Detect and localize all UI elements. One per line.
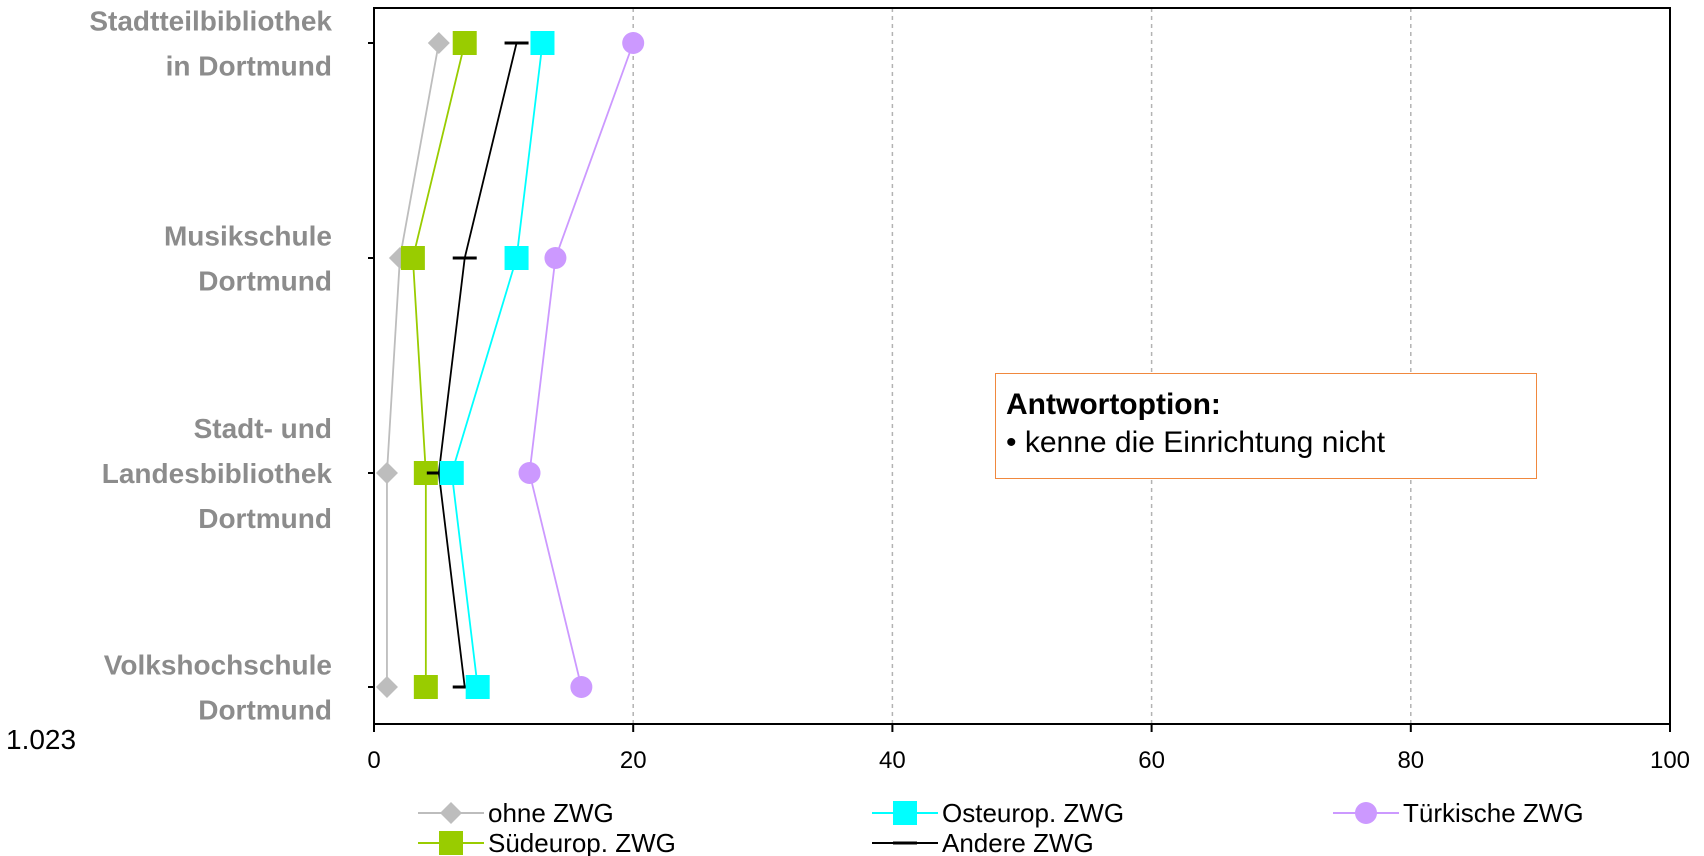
series-andere-zwg bbox=[426, 41, 529, 689]
legend-label: ohne ZWG bbox=[488, 798, 614, 828]
category-label: Musikschule Dortmund bbox=[164, 221, 332, 297]
data-point bbox=[465, 675, 490, 699]
data-point bbox=[570, 676, 593, 698]
x-tick-label: 80 bbox=[1397, 747, 1424, 774]
legend-swatch-marker bbox=[440, 802, 462, 824]
series-ohne-zwg bbox=[375, 32, 450, 698]
series-line bbox=[528, 42, 635, 688]
x-tick-label: 60 bbox=[1138, 747, 1165, 774]
series-line bbox=[437, 42, 518, 688]
series-line bbox=[411, 42, 466, 687]
category-label: Volkshochschule Dortmund bbox=[104, 650, 332, 726]
legend-label: Türkische ZWG bbox=[1403, 798, 1584, 828]
series-osteurop-zwg bbox=[439, 31, 555, 699]
legend-label: Osteurop. ZWG bbox=[942, 798, 1124, 828]
series-t-rkische-zwg bbox=[518, 32, 645, 698]
plot-area bbox=[373, 7, 1671, 725]
category-label: Stadt- und Landesbibliothek Dortmund bbox=[102, 413, 333, 534]
footnote: 1.023 bbox=[6, 724, 77, 755]
series-line bbox=[386, 42, 440, 687]
series-s-deurop-zwg bbox=[400, 31, 477, 699]
data-point bbox=[504, 246, 529, 270]
legend-swatch-marker bbox=[439, 831, 463, 855]
x-tick-label: 40 bbox=[879, 747, 906, 774]
annotation-title: Antwortoption: bbox=[1006, 388, 1221, 421]
data-point bbox=[375, 462, 398, 484]
legend-label: Andere ZWG bbox=[942, 828, 1094, 856]
legend-swatch-marker bbox=[1355, 802, 1377, 824]
legend-item: Südeurop. ZWG bbox=[418, 828, 676, 856]
data-point bbox=[400, 246, 425, 270]
data-point bbox=[544, 247, 567, 269]
data-point bbox=[439, 461, 464, 485]
legend-item: Osteurop. ZWG bbox=[872, 798, 1124, 828]
legend-label: Südeurop. ZWG bbox=[488, 828, 676, 856]
series-line bbox=[450, 42, 544, 688]
legend-item: Andere ZWG bbox=[872, 828, 1094, 856]
data-point bbox=[413, 675, 438, 699]
data-point bbox=[427, 32, 450, 54]
x-tick-label: 20 bbox=[620, 747, 647, 774]
legend-item: Türkische ZWG bbox=[1333, 798, 1584, 828]
legend-item: ohne ZWG bbox=[418, 798, 614, 828]
data-point bbox=[375, 676, 398, 698]
data-point bbox=[452, 31, 477, 55]
annotation-box: Antwortoption: • kenne die Einrichtung n… bbox=[995, 373, 1537, 479]
data-point bbox=[518, 462, 541, 484]
x-tick-label: 0 bbox=[367, 747, 380, 774]
legend-swatch-marker bbox=[893, 801, 917, 825]
x-tick-label: 100 bbox=[1650, 747, 1690, 774]
annotation-text: • kenne die Einrichtung nicht bbox=[1006, 426, 1386, 459]
data-point bbox=[622, 32, 645, 54]
data-point bbox=[530, 31, 555, 55]
category-label: Stadtteilbibliothek in Dortmund bbox=[89, 6, 332, 82]
